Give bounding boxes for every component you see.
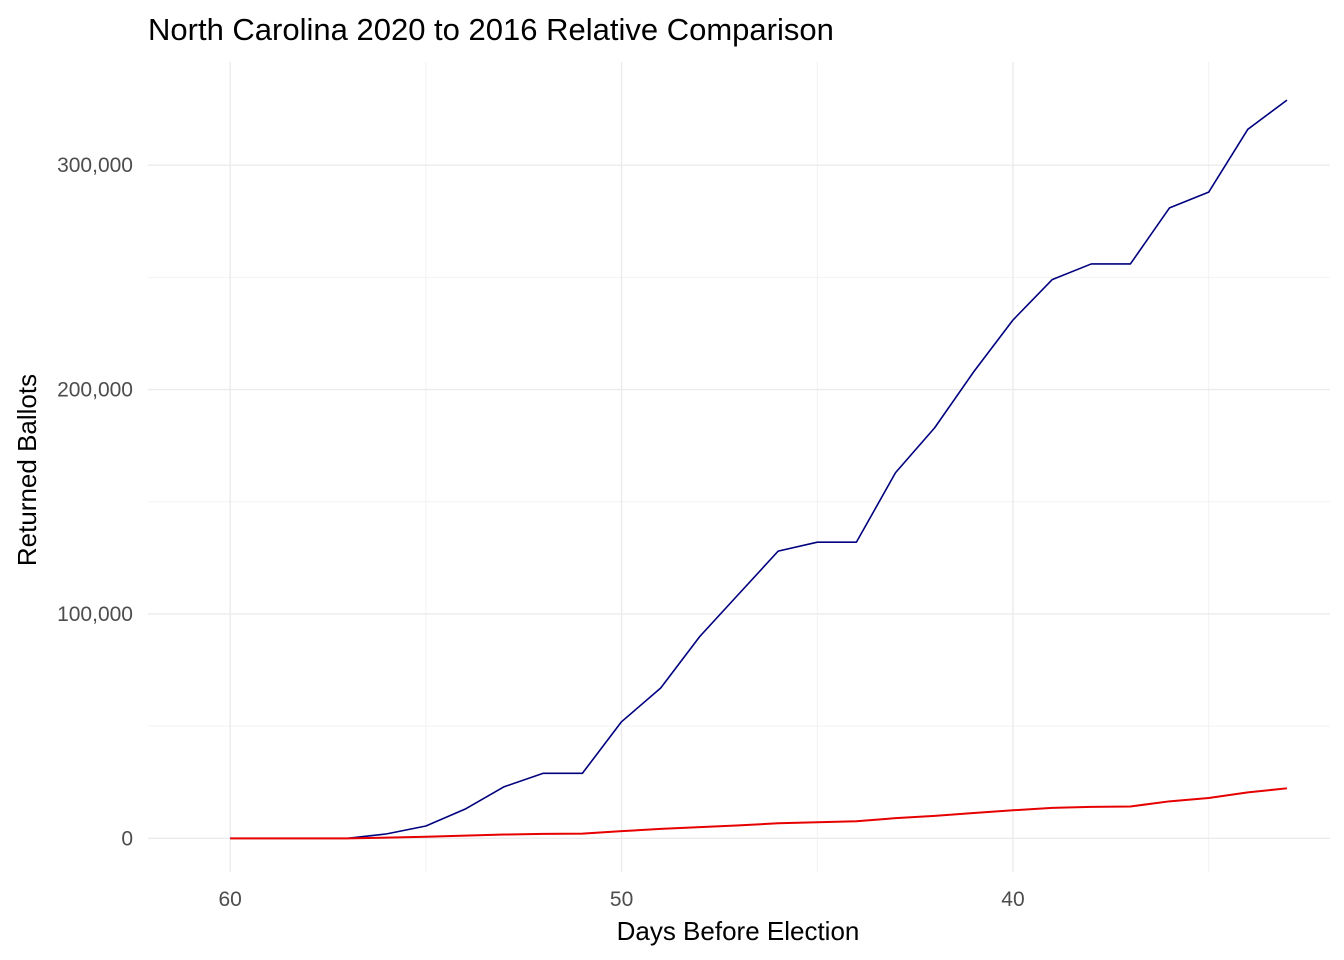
y-tick-label: 200,000 xyxy=(57,379,133,402)
series-lines xyxy=(230,99,1288,840)
series-line-2 xyxy=(230,787,1288,840)
x-axis-tick-labels: 60 50 40 xyxy=(219,888,1025,911)
y-tick-label: 300,000 xyxy=(57,154,133,177)
x-tick-label: 50 xyxy=(610,888,633,911)
minor-gridlines xyxy=(148,62,1330,872)
x-tick-label: 60 xyxy=(219,888,242,911)
x-axis-title: Days Before Election xyxy=(617,916,860,946)
major-gridlines xyxy=(148,62,1330,872)
y-tick-label: 0 xyxy=(121,827,133,850)
x-tick-label: 40 xyxy=(1001,888,1024,911)
chart-title: North Carolina 2020 to 2016 Relative Com… xyxy=(148,12,834,47)
y-axis-title: Returned Ballots xyxy=(12,374,42,566)
series-line-1 xyxy=(230,99,1288,840)
y-tick-label: 100,000 xyxy=(57,603,133,626)
y-axis-tick-labels: 0 100,000 200,000 300,000 xyxy=(57,154,133,850)
